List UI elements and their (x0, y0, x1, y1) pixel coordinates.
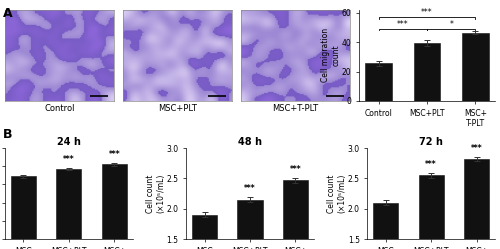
Bar (11, 177, 36, 239)
Text: ***: *** (471, 143, 482, 153)
Title: 24 h: 24 h (57, 137, 80, 147)
Y-axis label: Cell migration
count: Cell migration count (321, 28, 340, 82)
Bar (102, 165, 127, 239)
Bar (464, 159, 489, 249)
Text: ***: *** (397, 20, 408, 29)
X-axis label: MSC+PLT: MSC+PLT (158, 104, 197, 113)
Bar (283, 180, 308, 249)
Text: *: * (450, 20, 453, 29)
Bar (418, 175, 444, 249)
X-axis label: MSC+T-PLT: MSC+T-PLT (272, 104, 318, 113)
X-axis label: Control: Control (44, 104, 74, 113)
Bar (192, 215, 217, 249)
Text: B: B (2, 128, 12, 141)
Bar (365, 63, 392, 101)
Bar (238, 200, 262, 249)
Text: A: A (2, 7, 12, 20)
Title: 48 h: 48 h (238, 137, 262, 147)
Text: ***: *** (244, 184, 256, 193)
Bar (373, 203, 398, 249)
Bar (414, 43, 440, 101)
Text: ***: *** (108, 150, 120, 159)
Title: 72 h: 72 h (420, 137, 443, 147)
Text: ***: *** (63, 155, 74, 164)
Text: ***: *** (421, 8, 433, 17)
Text: ***: *** (426, 160, 437, 169)
Text: ***: *** (290, 165, 302, 174)
Bar (56, 169, 82, 239)
Y-axis label: Cell count
(×10⁵/mL): Cell count (×10⁵/mL) (327, 174, 346, 213)
Bar (462, 33, 489, 101)
Y-axis label: Cell count
(×10⁵/mL): Cell count (×10⁵/mL) (146, 174, 165, 213)
